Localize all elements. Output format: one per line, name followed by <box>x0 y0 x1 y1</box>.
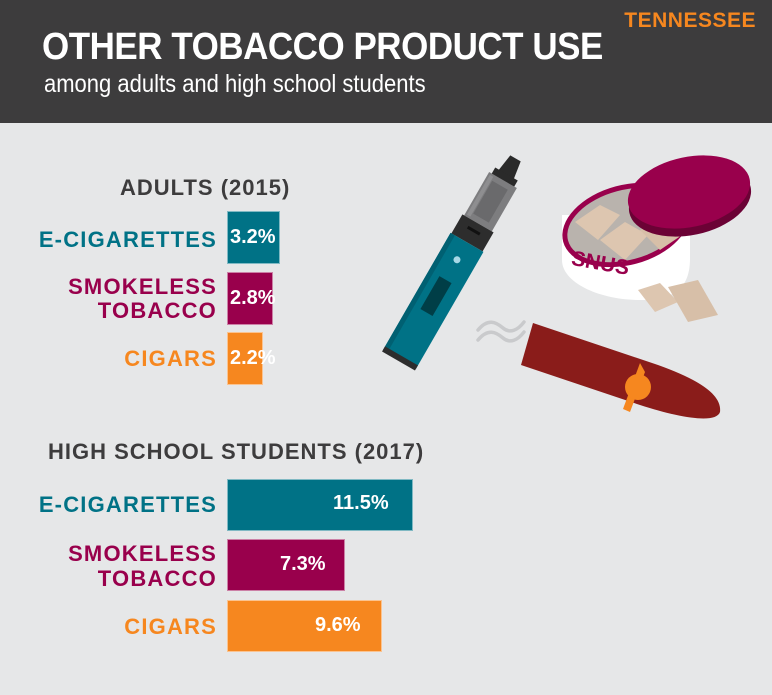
adults-smokeless-label-2: TOBACCO <box>97 298 217 323</box>
state-label: TENNESSEE <box>624 9 756 32</box>
hs-cigars-bar <box>227 600 382 652</box>
adults-cigars-label: CIGARS <box>124 346 217 371</box>
adults-ecig-value: 3.2% <box>230 226 276 248</box>
adults-smokeless-label-1: SMOKELESS <box>68 274 217 299</box>
cigar-icon <box>521 323 721 419</box>
hs-smokeless-value: 7.3% <box>280 553 326 575</box>
adults-cigars-bar <box>227 332 263 385</box>
smoke-icon <box>476 320 526 343</box>
page-title: OTHER TOBACCO PRODUCT USE <box>42 26 603 68</box>
adults-smokeless-bar <box>227 272 273 325</box>
hs-ecig-bar <box>227 479 413 531</box>
adults-ecig-label: E-CIGARETTES <box>38 227 217 252</box>
snus-tin-icon: SNUS <box>562 155 752 322</box>
e-cigarette-icon <box>382 155 521 371</box>
hs-ecig-value: 11.5% <box>333 492 389 514</box>
hs-ecig-label: E-CIGARETTES <box>38 492 217 517</box>
adults-section-title: ADULTS (2015) <box>120 175 291 200</box>
adults-ecig-bar <box>227 211 280 264</box>
adults-smokeless-value: 2.8% <box>230 287 276 309</box>
hs-cigars-label: CIGARS <box>124 614 217 639</box>
hs-smokeless-label-1: SMOKELESS <box>68 541 217 566</box>
hs-cigars-value: 9.6% <box>315 614 361 636</box>
hs-smokeless-label-2: TOBACCO <box>97 566 217 591</box>
adults-cigars-value: 2.2% <box>230 347 276 369</box>
header-banner: TENNESSEE OTHER TOBACCO PRODUCT USE amon… <box>0 0 772 123</box>
page-subtitle: among adults and high school students <box>44 70 426 98</box>
hs-section-title: HIGH SCHOOL STUDENTS (2017) <box>48 439 425 464</box>
hs-smokeless-bar <box>227 539 345 591</box>
